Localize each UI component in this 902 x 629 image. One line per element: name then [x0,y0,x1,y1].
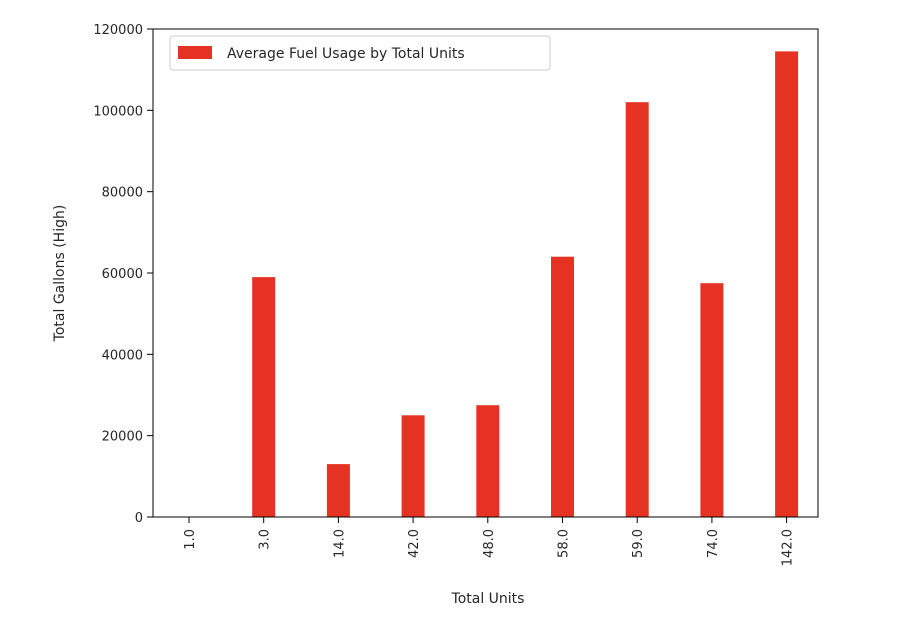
legend-entry-label: Average Fuel Usage by Total Units [227,46,465,62]
x-tick-label: 74.0 [706,529,721,558]
y-tick-label: 40000 [102,348,143,363]
y-tick-label: 100000 [93,104,143,119]
legend-swatch [178,46,212,59]
bar-14.0 [326,464,350,517]
x-tick-label: 3.0 [258,529,273,550]
y-tick-label: 60000 [102,267,143,282]
x-tick-label: 48.0 [482,529,497,558]
y-tick-label: 0 [135,511,143,526]
x-tick-label: 142.0 [781,529,796,566]
bar-74.0 [700,283,724,517]
y-tick-label: 120000 [93,23,143,38]
y-tick-label: 80000 [102,186,143,201]
y-tick-label: 20000 [102,430,143,445]
legend: Average Fuel Usage by Total Units [169,35,551,71]
x-tick-label: 58.0 [557,529,572,558]
plot-frame [152,28,819,518]
x-axis: 1.0 3.0 14.0 42.0 48.0 58.0 59.0 74.0 142.0 [183,517,796,566]
bar-3.0 [252,277,276,517]
bar-group [252,51,799,518]
bar-58.0 [551,256,574,517]
x-tick-label: 59.0 [631,529,646,558]
bar-59.0 [625,102,649,517]
bar-142.0 [775,51,799,518]
y-axis: 0 20000 40000 60000 80000 100000 120000 [93,23,153,526]
legend-frame [169,35,551,71]
x-tick-label: 1.0 [183,529,198,550]
bar-48.0 [476,405,500,517]
x-tick-label: 42.0 [407,529,422,558]
x-axis-label: Total Units [451,591,525,607]
x-tick-label: 14.0 [332,529,347,558]
y-axis-label: Total Gallons (High) [52,205,68,343]
bar-42.0 [401,415,425,517]
